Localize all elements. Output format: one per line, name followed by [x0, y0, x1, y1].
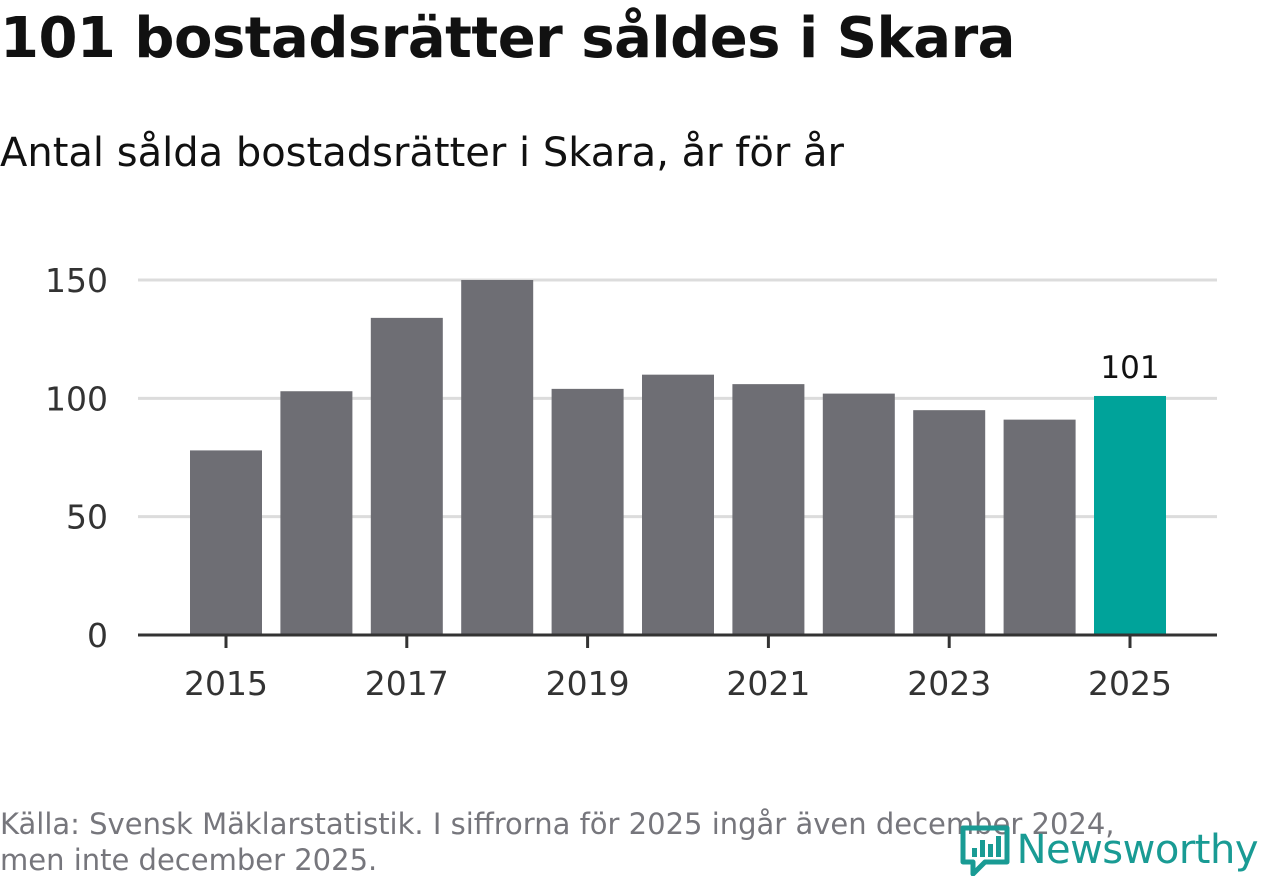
source-note: Källa: Svensk Mäklarstatistik. I siffror… [0, 806, 1200, 878]
newsworthy-chat-bars-icon [960, 825, 1010, 876]
source-line-1: Källa: Svensk Mäklarstatistik. I siffror… [0, 807, 1115, 841]
x-tick-label: 2025 [1088, 664, 1172, 703]
data-label-2025: 101 [1100, 350, 1159, 386]
bar-2022 [822, 393, 895, 635]
x-tick-label: 2019 [546, 664, 630, 703]
y-tick-label: 150 [45, 261, 108, 300]
x-tick-label: 2017 [365, 664, 449, 703]
y-tick-label: 50 [66, 498, 108, 537]
bar-chart: 0 50 100 150 101 2015 2017 2019 2021 2023 2025 [45, 261, 1217, 703]
bar-2025 [1094, 395, 1166, 635]
source-line-2: men inte december 2025. [0, 843, 378, 877]
bar-2016 [280, 391, 353, 635]
bar-2017 [370, 317, 443, 635]
y-tick-label: 0 [87, 616, 108, 655]
bar-2015 [190, 450, 262, 635]
x-tick-label: 2023 [907, 664, 991, 703]
tick-labels: 0 50 100 150 101 2015 2017 2019 2021 2023 2025 [45, 261, 1172, 703]
bar-2020 [642, 374, 714, 635]
chart-subtitle: Antal sålda bostadsrätter i Skara, år fö… [0, 130, 844, 176]
x-tick-label: 2015 [184, 664, 268, 703]
bar-2024 [1003, 419, 1076, 635]
bar-2023 [913, 410, 986, 635]
bar-2019 [551, 388, 624, 635]
bar-2021 [732, 384, 805, 635]
bar-2018 [461, 280, 534, 635]
y-tick-label: 100 [45, 379, 108, 418]
x-tick-label: 2021 [726, 664, 810, 703]
brand-name: Newsworthy [1016, 827, 1259, 873]
x-axis [138, 633, 1217, 648]
newsworthy-logo: Newsworthy [959, 824, 1259, 876]
bars [190, 280, 1166, 635]
chart-title: 101 bostadsrätter såldes i Skara [0, 6, 1015, 71]
